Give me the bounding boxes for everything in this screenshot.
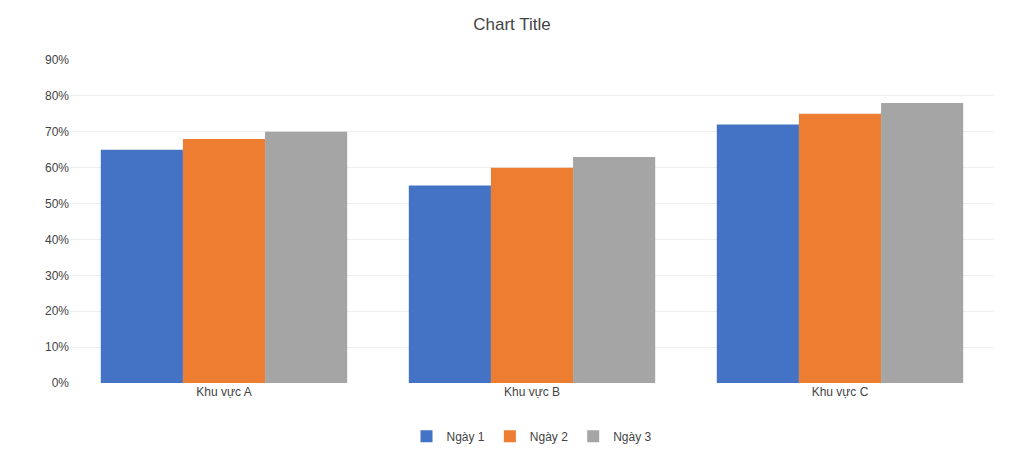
svg-text:60%: 60%: [45, 161, 69, 175]
svg-text:Khu vực A: Khu vực A: [196, 385, 251, 399]
svg-text:50%: 50%: [45, 197, 69, 211]
svg-text:Ngày 2: Ngày 2: [530, 430, 568, 444]
svg-text:Chart Title: Chart Title: [473, 15, 550, 34]
svg-text:90%: 90%: [45, 53, 69, 67]
svg-text:70%: 70%: [45, 125, 69, 139]
svg-text:0%: 0%: [52, 376, 70, 390]
svg-text:Khu vực C: Khu vực C: [812, 385, 869, 399]
svg-text:30%: 30%: [45, 269, 69, 283]
svg-text:10%: 10%: [45, 340, 69, 354]
svg-text:20%: 20%: [45, 304, 69, 318]
svg-text:80%: 80%: [45, 89, 69, 103]
svg-text:Ngày 3: Ngày 3: [613, 430, 651, 444]
svg-text:40%: 40%: [45, 233, 69, 247]
svg-text:Ngày 1: Ngày 1: [447, 430, 485, 444]
svg-text:Khu vực B: Khu vực B: [504, 385, 560, 399]
